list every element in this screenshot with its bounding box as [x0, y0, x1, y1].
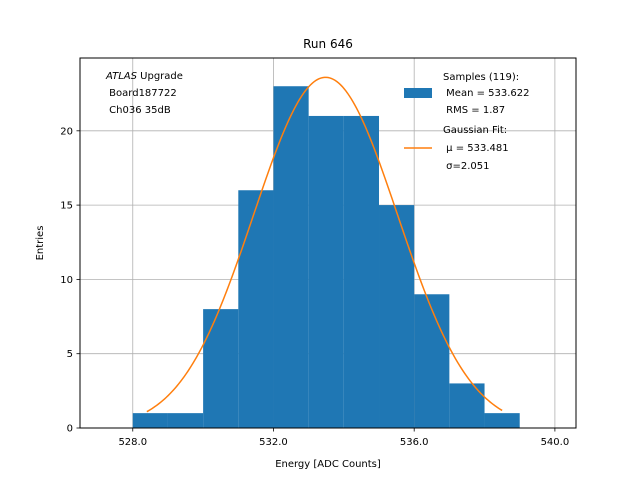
annotation-upgrade: Upgrade	[137, 71, 183, 82]
x-tick-label: 528.0	[118, 437, 147, 448]
histogram-bar	[167, 413, 204, 428]
y-tick-label: 10	[60, 275, 73, 286]
y-tick-label: 20	[60, 126, 73, 137]
y-tick-label: 5	[67, 349, 73, 360]
chart-title: Run 646	[303, 37, 353, 51]
histogram-bar	[132, 413, 168, 428]
legend-samples-patch	[404, 88, 432, 98]
x-tick-label: 536.0	[400, 437, 429, 448]
legend: Samples (119): Mean = 533.622 RMS = 1.87…	[404, 72, 530, 172]
plot-frame	[79, 57, 577, 429]
legend-fit-line-3: σ=2.051	[443, 161, 490, 172]
legend-samples-line-2: Mean = 533.622	[443, 88, 530, 99]
legend-fit-line-2: μ = 533.481	[443, 143, 509, 154]
annotation-line-2: Board187722	[106, 88, 177, 99]
annotation-line-3: Ch036 35dB	[106, 105, 171, 116]
annotation-line-1: ATLAS Upgrade	[105, 71, 183, 82]
histogram-bar	[414, 294, 450, 428]
annotation-atlas-italic: ATLAS	[105, 71, 138, 82]
histogram-bar	[343, 115, 380, 428]
x-tick-label: 532.0	[259, 437, 288, 448]
histogram-bar	[449, 383, 485, 428]
legend-samples-line-3: RMS = 1.87	[443, 105, 505, 116]
histogram-bar	[203, 309, 239, 428]
histogram-bar	[308, 115, 344, 428]
legend-samples-line-1: Samples (119):	[443, 72, 519, 83]
y-tick-label: 15	[60, 201, 73, 212]
histogram-bar	[238, 190, 274, 428]
histogram-bar	[379, 205, 415, 428]
histogram-bar	[484, 413, 520, 428]
atlas-annotation: ATLAS Upgrade Board187722 Ch036 35dB	[105, 71, 183, 116]
axis-ticks: 528.0 532.0 536.0 540.0 0 5 10 15 20	[60, 126, 569, 448]
legend-fit-line-1: Gaussian Fit:	[443, 125, 507, 136]
y-axis-label: Entries	[35, 226, 46, 261]
x-axis-label: Energy [ADC Counts]	[275, 459, 381, 470]
histogram-bar	[273, 86, 309, 428]
histogram-bars	[132, 86, 520, 428]
gaussian-fit-curve	[146, 76, 503, 413]
x-tick-label: 540.0	[541, 437, 570, 448]
y-tick-label: 0	[67, 424, 73, 435]
